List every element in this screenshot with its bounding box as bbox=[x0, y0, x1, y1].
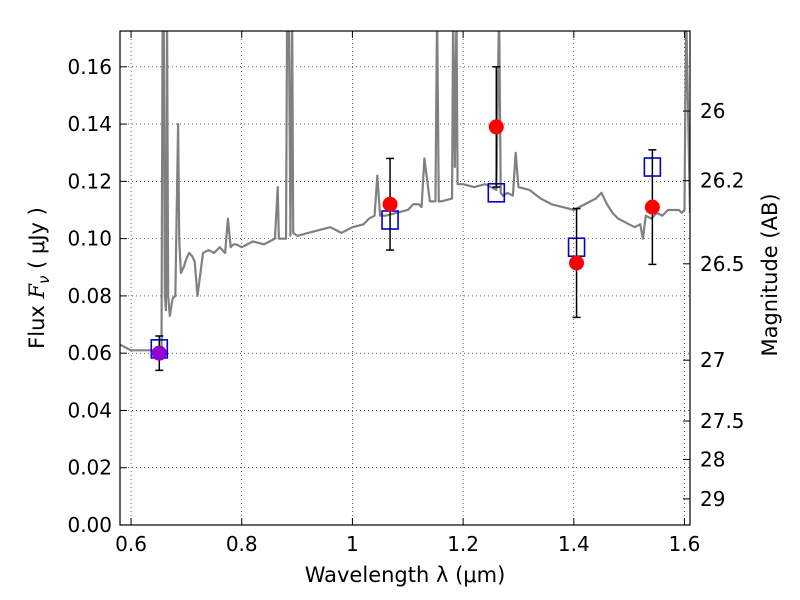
y2-axis-label: Magnitude (AB) bbox=[758, 193, 782, 356]
y-tick-label: 0.14 bbox=[67, 112, 112, 136]
y-tick-label: 0.00 bbox=[67, 513, 112, 537]
grid-lines bbox=[120, 31, 690, 526]
observed-point-marker bbox=[644, 199, 660, 215]
x-axis-label: Wavelength λ (μm) bbox=[305, 563, 506, 587]
y-axis-label-suffix: ( μJy ) bbox=[25, 207, 49, 275]
y-axis-label: Flux Fν ( μJy ) bbox=[25, 207, 53, 349]
y2-tick-label: 27.5 bbox=[700, 409, 745, 433]
observed-point-marker bbox=[488, 119, 504, 135]
y2-tick-label: 28 bbox=[700, 447, 725, 471]
y-tick-label: 0.12 bbox=[67, 169, 112, 193]
observed-point-marker bbox=[151, 345, 167, 361]
y2-tick-label: 26 bbox=[700, 99, 725, 123]
y-tick-label: 0.10 bbox=[67, 227, 112, 251]
y-axis-label-subscript: ν bbox=[35, 276, 53, 284]
y-axis-label-symbol: F bbox=[25, 283, 49, 300]
axis-ticks bbox=[120, 31, 690, 526]
x-tick-label: 0.6 bbox=[115, 532, 147, 556]
x-tick-label: 1.4 bbox=[558, 532, 590, 556]
y2-tick-label: 26.2 bbox=[700, 169, 745, 193]
y-tick-label: 0.02 bbox=[67, 456, 112, 480]
y-tick-label: 0.08 bbox=[67, 284, 112, 308]
y-axis-label-prefix: Flux bbox=[25, 299, 49, 349]
y-tick-label: 0.06 bbox=[67, 341, 112, 365]
model-spectrum-line bbox=[120, 31, 690, 352]
observed-point-marker bbox=[569, 255, 585, 271]
axis-tick-labels: 0.6 0.8 1 1.2 1.4 1.6 0.00 0.02 0.04 0.06 0.08 0.10… bbox=[67, 55, 744, 556]
x-tick-label: 1.6 bbox=[669, 532, 701, 556]
y2-tick-label: 27 bbox=[700, 348, 725, 372]
x-tick-label: 1.2 bbox=[447, 532, 479, 556]
y-tick-label: 0.16 bbox=[67, 55, 112, 79]
y-tick-label: 0.04 bbox=[67, 398, 112, 422]
y2-tick-label: 26.5 bbox=[700, 252, 745, 276]
plot-frame bbox=[119, 30, 691, 526]
observed-point-marker bbox=[382, 196, 398, 212]
series-layer bbox=[120, 31, 690, 372]
y2-tick-label: 29 bbox=[700, 487, 725, 511]
plot-area bbox=[120, 31, 690, 372]
x-tick-label: 1 bbox=[346, 532, 359, 556]
x-tick-label: 0.8 bbox=[226, 532, 258, 556]
